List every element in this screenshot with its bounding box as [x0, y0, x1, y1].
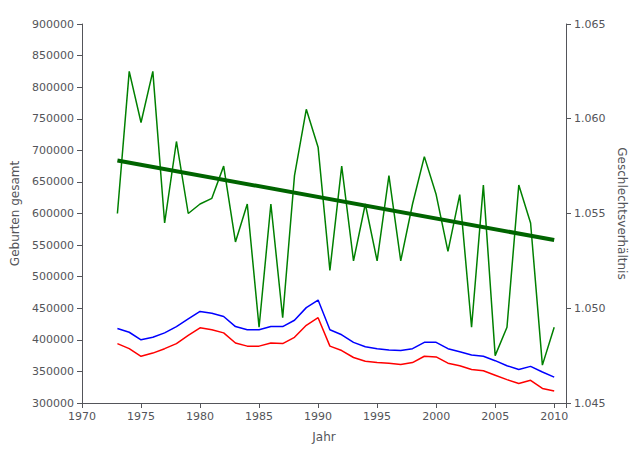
svg-text:550000: 550000	[32, 239, 74, 252]
svg-text:800000: 800000	[32, 81, 74, 94]
svg-text:300000: 300000	[32, 397, 74, 410]
svg-text:Jahr: Jahr	[311, 430, 335, 444]
svg-text:1.045: 1.045	[574, 397, 606, 410]
svg-text:750000: 750000	[32, 112, 74, 125]
svg-text:1975: 1975	[127, 410, 155, 423]
svg-text:1.060: 1.060	[574, 112, 606, 125]
svg-text:Geschlechtsverhältnis: Geschlechtsverhältnis	[615, 147, 629, 279]
svg-text:600000: 600000	[32, 207, 74, 220]
svg-text:900000: 900000	[32, 18, 74, 31]
svg-text:350000: 350000	[32, 365, 74, 378]
svg-text:1970: 1970	[68, 410, 96, 423]
svg-text:1.055: 1.055	[574, 207, 606, 220]
svg-text:1985: 1985	[245, 410, 273, 423]
svg-text:Geburten gesamt: Geburten gesamt	[8, 161, 22, 267]
svg-text:500000: 500000	[32, 270, 74, 283]
svg-text:1990: 1990	[304, 410, 332, 423]
svg-text:1.050: 1.050	[574, 302, 606, 315]
svg-text:700000: 700000	[32, 144, 74, 157]
svg-text:2000: 2000	[422, 410, 450, 423]
svg-text:450000: 450000	[32, 302, 74, 315]
svg-text:1980: 1980	[186, 410, 214, 423]
svg-text:400000: 400000	[32, 333, 74, 346]
svg-text:2005: 2005	[481, 410, 509, 423]
svg-text:850000: 850000	[32, 49, 74, 62]
svg-text:1995: 1995	[363, 410, 391, 423]
svg-text:2010: 2010	[540, 410, 568, 423]
svg-text:650000: 650000	[32, 175, 74, 188]
svg-text:1.065: 1.065	[574, 18, 606, 31]
